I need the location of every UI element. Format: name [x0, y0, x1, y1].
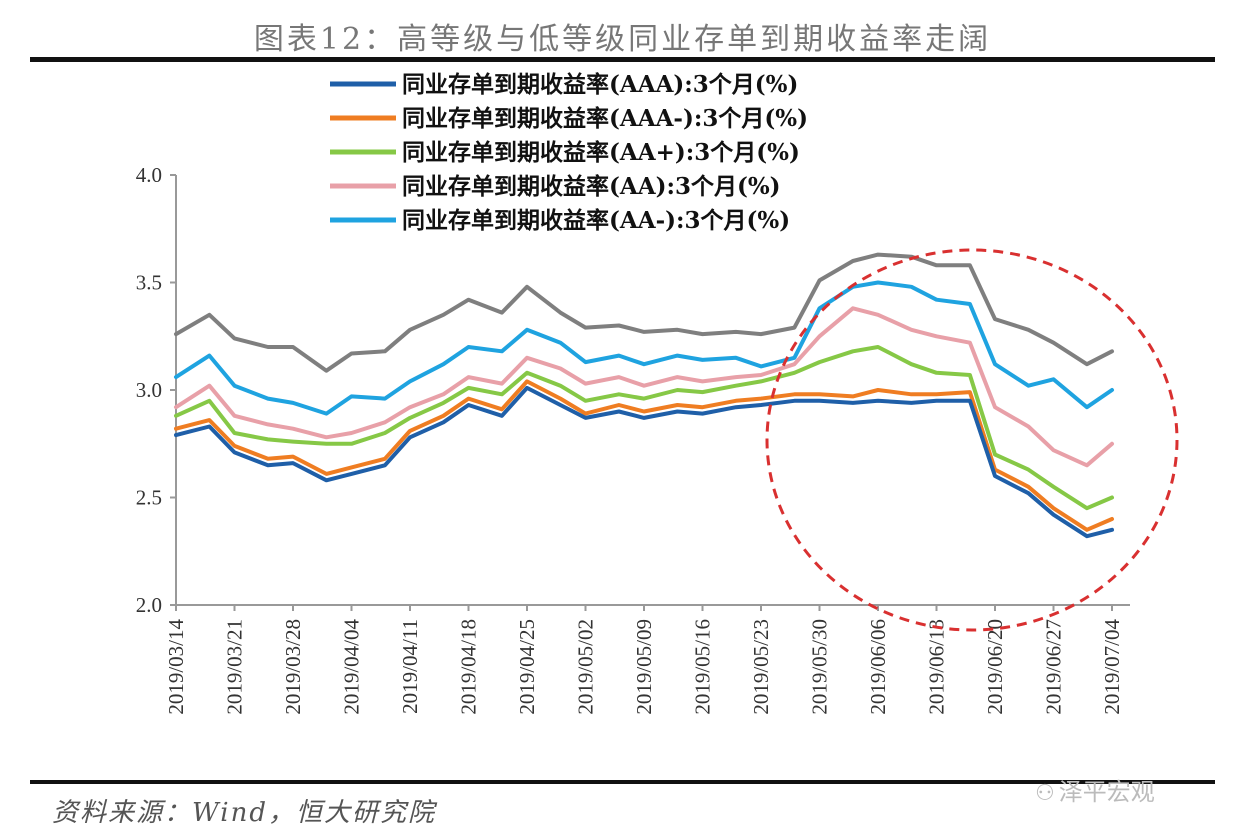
series-line-1 [174, 379, 1114, 532]
x-tick-label: 2019/03/28 [281, 619, 305, 715]
y-tick-label: 4.0 [136, 163, 162, 187]
y-axis: 2.0 2.5 3.0 3.5 4.0 [136, 163, 177, 617]
series-line-0 [174, 385, 1114, 539]
series-line-3 [174, 306, 1114, 468]
legend-label-3: 同业存单到期收益率(AA):3个月(%) [402, 173, 781, 200]
watermark: ⚇ 泽平宏观 [1035, 772, 1155, 807]
series-line-5 [174, 252, 1114, 373]
x-axis: 2019/03/14 2019/03/21 2019/03/28 2019/04/04… [164, 604, 1130, 715]
x-tick-label: 2019/06/27 [1042, 619, 1066, 715]
legend-label-0: 同业存单到期收益率(AAA):3个月(%) [402, 71, 798, 98]
bottom-rule [30, 780, 1215, 784]
y-tick-label: 2.0 [136, 593, 162, 617]
y-tick-label: 3.5 [136, 271, 162, 295]
x-tick-label: 2019/05/30 [808, 619, 832, 715]
line-chart: 2.02.53.03.54.0 2019/03/14 2019/03/21 2019… [136, 71, 1179, 715]
x-tick-label: 2019/06/13 [925, 619, 949, 715]
x-tick-label: 2019/06/06 [866, 619, 890, 715]
legend-label-4: 同业存单到期收益率(AA-):3个月(%) [402, 207, 790, 234]
chart-title: 图表12：高等级与低等级同业存单到期收益率走阔 [253, 22, 992, 57]
x-tick-label: 2019/05/02 [574, 619, 598, 715]
source-note: 资料来源：Wind，恒大研究院 [52, 798, 436, 828]
x-tick-label: 2019/05/16 [691, 619, 715, 715]
highlight-circle [765, 248, 1179, 632]
x-tick-label: 2019/05/23 [749, 619, 773, 715]
legend-label-2: 同业存单到期收益率(AA+):3个月(%) [402, 139, 800, 166]
legend-label-1: 同业存单到期收益率(AAA-):3个月(%) [402, 105, 808, 132]
x-tick-label: 2019/03/21 [223, 619, 247, 715]
top-rule [30, 57, 1215, 62]
x-tick-label: 2019/05/09 [632, 619, 656, 715]
legend: 同业存单到期收益率(AAA):3个月(%) 同业存单到期收益率(AAA-):3个月… [330, 71, 808, 234]
watermark-text: 泽平宏观 [1058, 778, 1155, 806]
x-tick-label: 2019/04/25 [515, 619, 539, 715]
x-tick-label: 2019/03/14 [164, 619, 188, 715]
x-tick-label: 2019/06/20 [983, 619, 1007, 715]
wechat-icon: ⚇ [1035, 781, 1055, 806]
y-tick-label: 3.0 [136, 378, 162, 402]
y-tick-label: 2.5 [136, 486, 162, 510]
series-layer [174, 252, 1114, 539]
series-line-4 [174, 280, 1114, 416]
x-tick-label: 2019/04/11 [398, 619, 422, 714]
series-line-2 [174, 345, 1114, 511]
x-tick-label: 2019/07/04 [1100, 619, 1124, 715]
x-tick-label: 2019/04/04 [340, 619, 364, 715]
x-tick-label: 2019/04/18 [457, 619, 481, 715]
